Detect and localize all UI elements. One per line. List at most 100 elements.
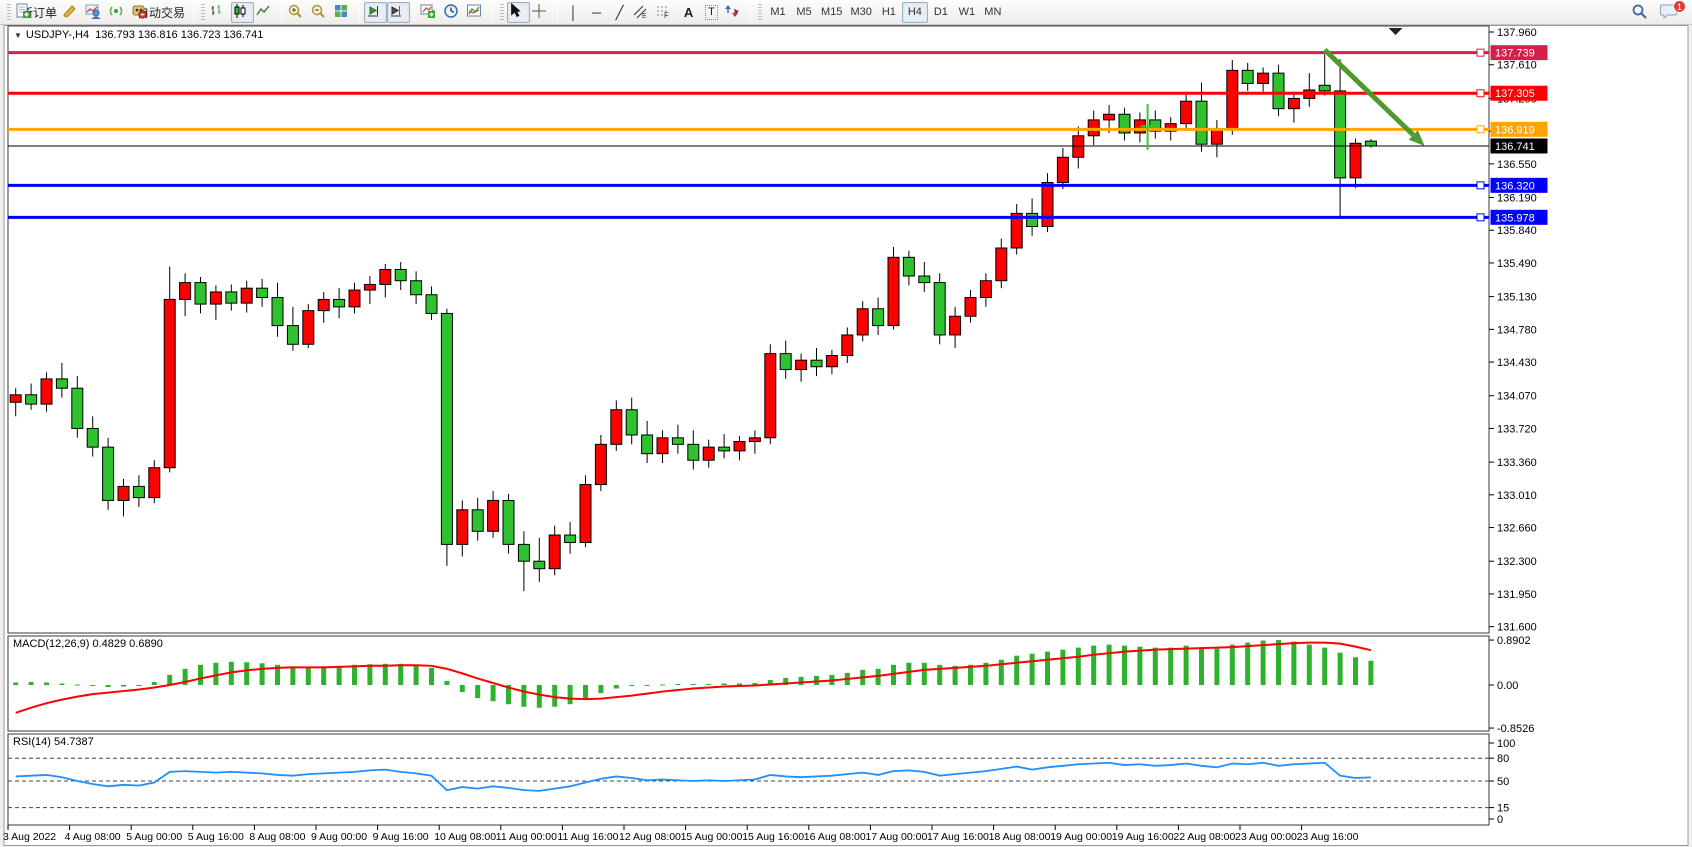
timeframe-m1[interactable]: M1 [770,6,786,18]
svg-text:11 Aug 16:00: 11 Aug 16:00 [557,831,618,843]
chart-title: ▼ USDJPY-,H4 136.793 136.816 136.723 136.7… [14,29,263,41]
timeframe-mn[interactable]: MN [984,6,1002,18]
new-chart-dropdown[interactable]: ▾ [419,2,442,23]
notification-count-badge: 1 [1673,0,1686,13]
svg-text:-0.8526: -0.8526 [1497,723,1534,735]
new-order-button[interactable]: 新订单 [14,2,61,23]
toolbar-separator [359,3,361,21]
chart-canvas[interactable]: 137.960137.610137.250136.900136.550136.1… [0,25,1692,847]
timeframe-m15[interactable]: M15 [821,6,843,18]
profile-button[interactable] [84,2,107,23]
svg-text:10 Aug 08:00: 10 Aug 08:00 [434,831,496,843]
auto-trading-button[interactable]: 自动交易 [130,2,189,23]
candle-chart-button[interactable] [231,1,255,23]
vertical-line-tool[interactable]: │ [562,2,585,23]
svg-text:100: 100 [1497,738,1515,750]
svg-text:137.960: 137.960 [1497,27,1537,39]
svg-text:F: F [664,11,669,19]
main-toolbar: 新订单 自动交易 [0,0,1692,25]
svg-text:17 Aug 00:00: 17 Aug 00:00 [865,831,927,843]
channel-tool[interactable]: E [631,2,654,23]
svg-text:0.00: 0.00 [1497,680,1518,692]
svg-text:133.010: 133.010 [1497,490,1537,502]
svg-text:50: 50 [1497,776,1509,788]
collapse-panel-icon[interactable]: ▼ [14,31,22,40]
svg-text:3 Aug 2022: 3 Aug 2022 [3,831,56,843]
indicators-dropdown[interactable]: ▾ [465,2,488,23]
chevron-down-icon: ▾ [734,6,739,17]
svg-text:4 Aug 08:00: 4 Aug 08:00 [65,831,121,843]
macd-values: 0.4829 0.6890 [92,638,163,650]
rsi-name: RSI(14) [13,736,51,748]
notifications-button[interactable]: 1 [1659,0,1686,23]
auto-scroll-button[interactable] [364,1,388,23]
svg-text:137.739: 137.739 [1495,48,1535,60]
line-chart-button[interactable] [254,2,277,23]
svg-text:137.610: 137.610 [1497,60,1537,72]
svg-text:19 Aug 16:00: 19 Aug 16:00 [1112,831,1174,843]
vertical-line-icon: │ [569,4,578,20]
horizontal-line-tool[interactable]: ─ [585,2,608,23]
toolbar-separator [750,3,752,21]
period-dropdown[interactable]: ▾ [442,2,465,23]
svg-text:135.978: 135.978 [1495,212,1535,224]
svg-text:9 Aug 16:00: 9 Aug 16:00 [373,831,429,843]
svg-text:131.600: 131.600 [1497,622,1537,634]
macd-name: MACD(12,26,9) [13,638,90,650]
chart-shift-button[interactable] [387,1,411,23]
svg-text:19 Aug 00:00: 19 Aug 00:00 [1050,831,1112,843]
fibonacci-tool[interactable]: F [654,2,677,23]
svg-text:135.840: 135.840 [1497,225,1537,237]
zoom-in-button[interactable] [286,2,309,23]
svg-text:136.550: 136.550 [1497,159,1537,171]
timeframe-h4[interactable]: H4 [901,1,928,23]
svg-text:17 Aug 16:00: 17 Aug 16:00 [927,831,989,843]
timeframe-m30[interactable]: M30 [850,6,872,18]
svg-text:16 Aug 08:00: 16 Aug 08:00 [804,831,866,843]
arrows-tool-dropdown[interactable]: ▾ [723,2,746,23]
svg-text:18 Aug 08:00: 18 Aug 08:00 [989,831,1051,843]
rsi-value: 54.7387 [53,736,94,748]
symbol-period-label: USDJPY-,H4 [25,29,90,41]
svg-text:134.070: 134.070 [1497,391,1537,403]
svg-text:11 Aug 00:00: 11 Aug 00:00 [496,831,557,843]
toolbar-separator [281,3,283,21]
trendline-icon: ╱ [615,4,624,20]
toolbar-grip [500,4,505,20]
svg-text:15 Aug 16:00: 15 Aug 16:00 [742,831,804,843]
toolbar-grip [201,4,206,20]
svg-text:137.305: 137.305 [1495,88,1535,100]
svg-text:23 Aug 00:00: 23 Aug 00:00 [1235,831,1297,843]
svg-text:131.950: 131.950 [1497,589,1537,601]
bar-chart-button[interactable] [208,2,231,23]
toolbar-separator [557,3,559,21]
svg-text:5 Aug 16:00: 5 Aug 16:00 [188,831,244,843]
timeframe-w1[interactable]: W1 [958,6,976,18]
new-order-label: 新订单 [21,5,58,20]
trendline-tool[interactable]: ╱ [608,2,631,23]
rsi-indicator-label: RSI(14) 54.7387 [13,736,94,748]
timeframe-d1[interactable]: D1 [933,6,948,18]
svg-text:135.130: 135.130 [1497,292,1537,304]
tile-windows-button[interactable] [332,2,355,23]
macd-indicator-label: MACD(12,26,9) 0.4829 0.6890 [13,638,163,650]
toolbar-grip [758,4,763,20]
search-button[interactable] [1630,2,1653,23]
crosshair-tool-button[interactable] [530,2,553,23]
svg-text:80: 80 [1497,753,1509,765]
text-label-tool[interactable]: T [700,2,723,23]
ohlc-values: 136.793 136.816 136.723 136.741 [95,29,264,41]
svg-text:135.490: 135.490 [1497,258,1537,270]
signals-button[interactable] [107,2,130,23]
svg-text:132.660: 132.660 [1497,523,1537,535]
svg-text:132.300: 132.300 [1497,556,1537,568]
zoom-out-button[interactable] [309,2,332,23]
text-tool[interactable]: A [677,2,700,23]
quotes-button[interactable] [61,2,84,23]
timeframe-m5[interactable]: M5 [796,6,812,18]
toolbar-separator [414,3,416,21]
timeframe-h1[interactable]: H1 [881,6,896,18]
text-label-icon: T [705,4,718,20]
cursor-tool-button[interactable] [507,1,531,23]
svg-text:133.360: 133.360 [1497,457,1537,469]
